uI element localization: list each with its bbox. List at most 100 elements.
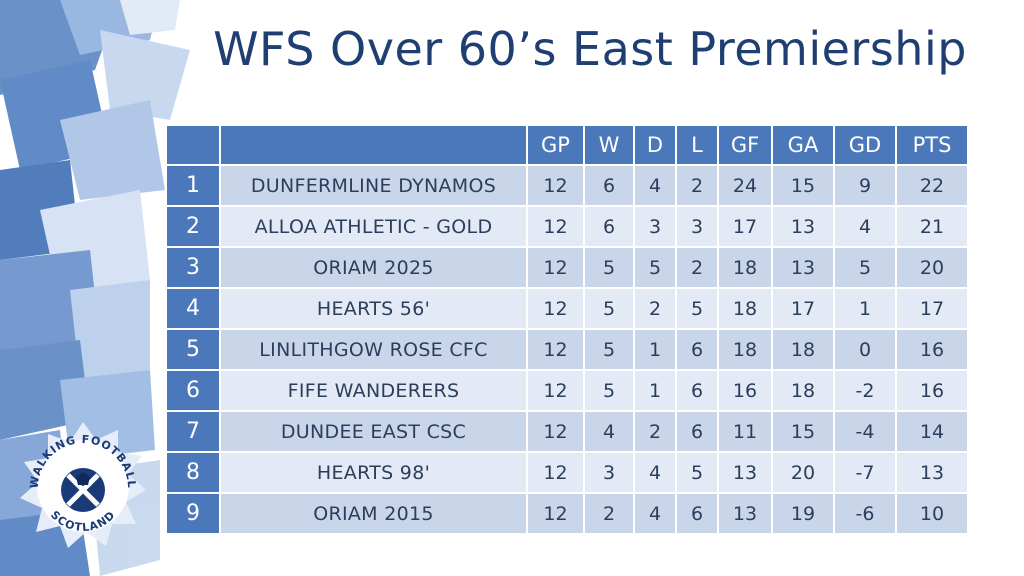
wins: 3 <box>585 453 633 492</box>
header-gf: GF <box>719 126 771 164</box>
position: 3 <box>167 248 219 287</box>
table-row: 7 DUNDEE EAST CSC 12 4 2 6 11 15 -4 14 <box>167 412 967 451</box>
goals-for: 18 <box>719 330 771 369</box>
points: 17 <box>897 289 967 328</box>
games-played: 12 <box>528 494 583 533</box>
team-name: HEARTS 98' <box>221 453 526 492</box>
table-row: 8 HEARTS 98' 12 3 4 5 13 20 -7 13 <box>167 453 967 492</box>
goals-against: 19 <box>773 494 833 533</box>
table-row: 9 ORIAM 2015 12 2 4 6 13 19 -6 10 <box>167 494 967 533</box>
position: 9 <box>167 494 219 533</box>
table-row: 5 LINLITHGOW ROSE CFC 12 5 1 6 18 18 0 1… <box>167 330 967 369</box>
goals-against: 13 <box>773 248 833 287</box>
position: 5 <box>167 330 219 369</box>
team-name: DUNFERMLINE DYNAMOS <box>221 166 526 205</box>
points: 14 <box>897 412 967 451</box>
wins: 5 <box>585 330 633 369</box>
points: 10 <box>897 494 967 533</box>
goals-against: 18 <box>773 330 833 369</box>
draws: 1 <box>635 330 675 369</box>
saltire-football-icon <box>61 468 105 512</box>
games-played: 12 <box>528 371 583 410</box>
goal-difference: -6 <box>835 494 895 533</box>
goal-difference: 1 <box>835 289 895 328</box>
goal-difference: -4 <box>835 412 895 451</box>
goal-difference: 0 <box>835 330 895 369</box>
losses: 6 <box>677 371 717 410</box>
table-header-row: GP W D L GF GA GD PTS <box>167 126 967 164</box>
wins: 5 <box>585 371 633 410</box>
losses: 6 <box>677 494 717 533</box>
position: 8 <box>167 453 219 492</box>
goal-difference: 5 <box>835 248 895 287</box>
games-played: 12 <box>528 412 583 451</box>
goals-for: 16 <box>719 371 771 410</box>
losses: 3 <box>677 207 717 246</box>
goals-for: 17 <box>719 207 771 246</box>
wins: 2 <box>585 494 633 533</box>
draws: 4 <box>635 166 675 205</box>
draws: 4 <box>635 453 675 492</box>
league-table: GP W D L GF GA GD PTS 1 DUNFERMLINE DYNA… <box>165 124 969 535</box>
table-row: 1 DUNFERMLINE DYNAMOS 12 6 4 2 24 15 9 2… <box>167 166 967 205</box>
team-name: LINLITHGOW ROSE CFC <box>221 330 526 369</box>
team-name: HEARTS 56' <box>221 289 526 328</box>
team-name: DUNDEE EAST CSC <box>221 412 526 451</box>
header-ga: GA <box>773 126 833 164</box>
goals-against: 18 <box>773 371 833 410</box>
losses: 5 <box>677 453 717 492</box>
team-name: ALLOA ATHLETIC - GOLD <box>221 207 526 246</box>
draws: 1 <box>635 371 675 410</box>
team-name: ORIAM 2015 <box>221 494 526 533</box>
table-row: 4 HEARTS 56' 12 5 2 5 18 17 1 17 <box>167 289 967 328</box>
points: 13 <box>897 453 967 492</box>
goal-difference: -7 <box>835 453 895 492</box>
header-pos <box>167 126 219 164</box>
draws: 5 <box>635 248 675 287</box>
position: 7 <box>167 412 219 451</box>
points: 21 <box>897 207 967 246</box>
games-played: 12 <box>528 453 583 492</box>
games-played: 12 <box>528 207 583 246</box>
games-played: 12 <box>528 330 583 369</box>
header-team <box>221 126 526 164</box>
goal-difference: 4 <box>835 207 895 246</box>
goals-against: 13 <box>773 207 833 246</box>
games-played: 12 <box>528 289 583 328</box>
goal-difference: -2 <box>835 371 895 410</box>
goals-for: 11 <box>719 412 771 451</box>
draws: 2 <box>635 289 675 328</box>
draws: 2 <box>635 412 675 451</box>
wins: 6 <box>585 207 633 246</box>
goals-for: 13 <box>719 453 771 492</box>
losses: 6 <box>677 412 717 451</box>
header-pts: PTS <box>897 126 967 164</box>
goals-against: 20 <box>773 453 833 492</box>
header-l: L <box>677 126 717 164</box>
header-gp: GP <box>528 126 583 164</box>
team-name: ORIAM 2025 <box>221 248 526 287</box>
goals-for: 18 <box>719 289 771 328</box>
goals-for: 24 <box>719 166 771 205</box>
position: 4 <box>167 289 219 328</box>
goals-against: 15 <box>773 412 833 451</box>
header-d: D <box>635 126 675 164</box>
position: 2 <box>167 207 219 246</box>
table-row: 3 ORIAM 2025 12 5 5 2 18 13 5 20 <box>167 248 967 287</box>
draws: 4 <box>635 494 675 533</box>
losses: 6 <box>677 330 717 369</box>
games-played: 12 <box>528 248 583 287</box>
header-w: W <box>585 126 633 164</box>
games-played: 12 <box>528 166 583 205</box>
header-gd: GD <box>835 126 895 164</box>
walking-football-scotland-logo: WALKING FOOTBALL SCOTLAND <box>20 422 146 548</box>
table-row: 2 ALLOA ATHLETIC - GOLD 12 6 3 3 17 13 4… <box>167 207 967 246</box>
wins: 4 <box>585 412 633 451</box>
position: 1 <box>167 166 219 205</box>
points: 20 <box>897 248 967 287</box>
table-row: 6 FIFE WANDERERS 12 5 1 6 16 18 -2 16 <box>167 371 967 410</box>
points: 16 <box>897 371 967 410</box>
goal-difference: 9 <box>835 166 895 205</box>
points: 22 <box>897 166 967 205</box>
